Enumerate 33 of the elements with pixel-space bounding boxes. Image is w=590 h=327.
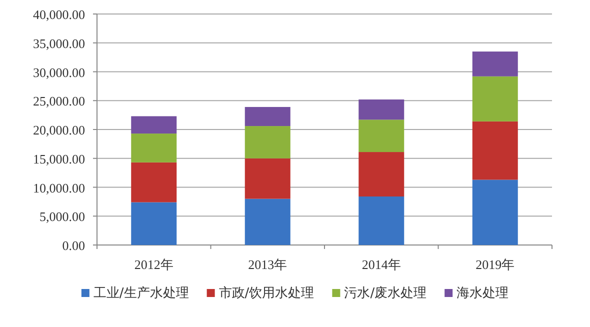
bar bbox=[244, 198, 290, 245]
bar bbox=[131, 116, 177, 134]
y-tick-label: 10,000.00 bbox=[33, 180, 85, 196]
legend-label: 污水/废水处理 bbox=[344, 286, 427, 301]
bar bbox=[358, 99, 404, 120]
legend-label: 工业/生产水处理 bbox=[93, 286, 189, 301]
y-tick-label: 5,000.00 bbox=[40, 209, 85, 224]
bar bbox=[244, 158, 290, 199]
x-tick-label: 2014年 bbox=[362, 257, 401, 272]
bar bbox=[358, 152, 404, 196]
y-tick-label: 15,000.00 bbox=[33, 151, 85, 166]
bar bbox=[472, 180, 518, 245]
bar bbox=[131, 202, 177, 245]
bar bbox=[472, 52, 518, 76]
bar bbox=[358, 196, 404, 245]
bar bbox=[131, 134, 177, 162]
legend-label: 市政/饮用水处理 bbox=[218, 286, 314, 301]
y-tick-label: 25,000.00 bbox=[33, 94, 85, 109]
y-tick-label: 35,000.00 bbox=[33, 36, 85, 51]
bar bbox=[244, 126, 290, 158]
y-tick-label: 40,000.00 bbox=[33, 7, 85, 22]
x-tick-label: 2019年 bbox=[476, 257, 515, 272]
legend-label: 海水处理 bbox=[456, 286, 509, 301]
x-tick-label: 2012年 bbox=[134, 257, 174, 272]
y-tick-label: 0.00 bbox=[62, 238, 85, 253]
bar bbox=[131, 162, 177, 202]
y-tick-label: 20,000.00 bbox=[33, 122, 85, 138]
bar bbox=[472, 121, 518, 180]
x-tick-label: 2013年 bbox=[248, 257, 288, 272]
bar bbox=[358, 120, 404, 152]
bar bbox=[244, 106, 290, 126]
y-tick-label: 30,000.00 bbox=[33, 64, 85, 80]
bar bbox=[472, 76, 518, 122]
